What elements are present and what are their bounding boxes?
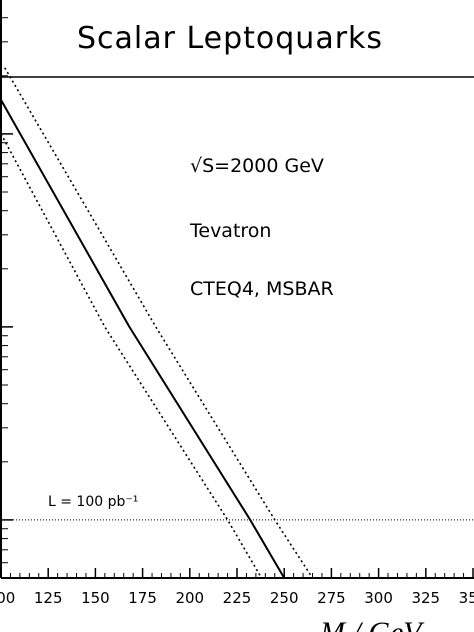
annotation: √S=2000 GeV	[190, 155, 324, 177]
annotation: CTEQ4, MSBAR	[190, 278, 334, 300]
x-tick-label: 150	[81, 589, 110, 607]
x-axis-label: M / GeV	[319, 616, 425, 632]
curve	[4, 67, 314, 579]
x-tick-label: 350	[459, 589, 474, 607]
curve	[0, 133, 263, 579]
x-tick-label: 275	[317, 589, 346, 607]
x-tick-label: 200	[175, 589, 204, 607]
chart-title: Scalar Leptoquarks	[77, 21, 383, 56]
annotation: Tevatron	[189, 220, 271, 242]
annotation: L = 100 pb⁻¹	[48, 494, 138, 510]
x-tick-label: 225	[223, 589, 252, 607]
x-tick-label: 175	[128, 589, 157, 607]
x-tick-label: 325	[411, 589, 440, 607]
curve	[0, 99, 286, 579]
x-tick-label: 100	[0, 589, 15, 607]
x-tick-label: 300	[364, 589, 393, 607]
x-tick-label: 250	[270, 589, 299, 607]
x-tick-label: 125	[34, 589, 63, 607]
